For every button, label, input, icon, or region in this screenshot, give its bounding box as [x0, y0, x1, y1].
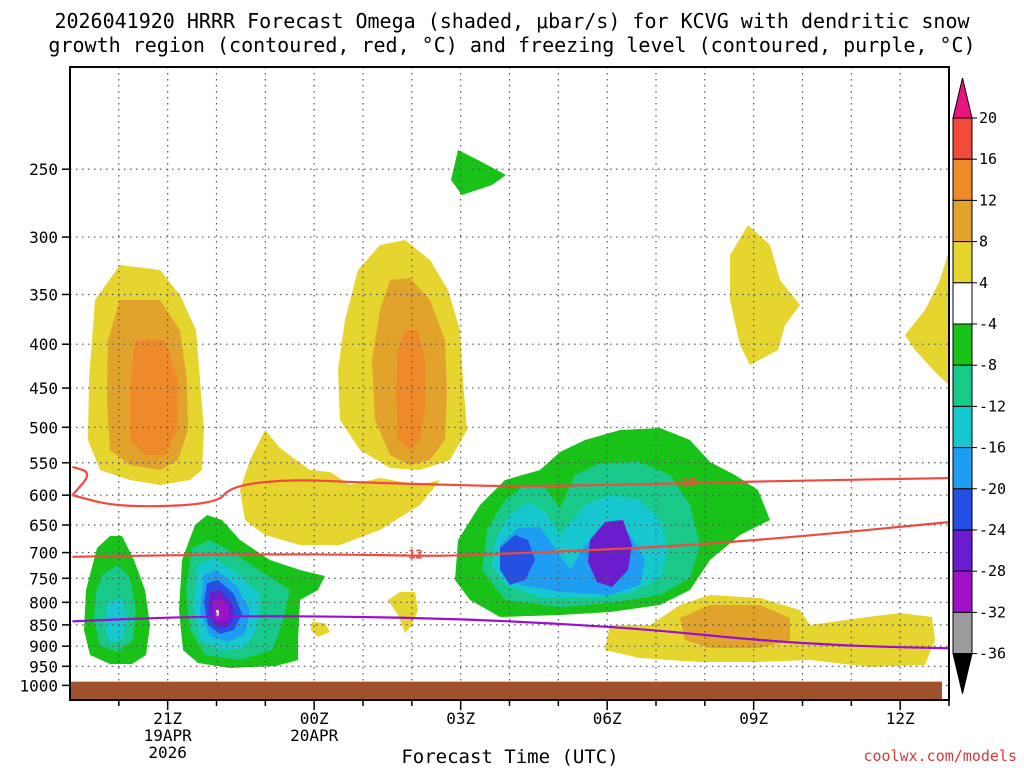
colorbar-label: -32	[979, 603, 1006, 621]
colorbar-bin	[952, 199, 973, 243]
omega-cell-upward-cell-2300z-850	[179, 515, 325, 668]
omega-cell-downward-low-0930z-900	[605, 595, 935, 667]
chart-title-line-2: growth region (contoured, red, °C) and f…	[48, 33, 975, 57]
x-axis-title: Forecast Time (UTC)	[401, 746, 618, 768]
omega-contour-fill	[500, 535, 535, 585]
omega-contour-fill	[240, 430, 440, 545]
colorbar-bin	[952, 447, 973, 490]
omega-core-marker	[216, 610, 219, 618]
y-tick-label-1000: 1000	[19, 676, 58, 695]
omega-contour-fill	[396, 330, 425, 450]
contour-freezing-level	[72, 615, 949, 650]
contour-dgz-top	[72, 476, 949, 508]
colorbar-label: -4	[979, 315, 997, 333]
colorbar-label: -28	[979, 562, 1006, 580]
y-axis: 250 300 350 400 450 500 550 600 650 700 750 800 850 9…	[19, 160, 70, 695]
y-tick-label-950: 950	[29, 657, 58, 676]
x-tick-label-30-0: 06Z	[593, 709, 622, 728]
contour-label-dgz-bottom: -12	[401, 548, 423, 562]
y-tick-label-300: 300	[29, 228, 58, 247]
colorbar-label: -12	[979, 397, 1006, 415]
y-tick-label-850: 850	[29, 616, 58, 635]
contour-dgz-bottom	[72, 521, 949, 558]
colorbar: 20 16 12 8 4 -4 -8 -12 -16 -20 -24 -28 -32 -36	[952, 77, 1006, 694]
omega-contour-fill	[680, 605, 790, 648]
x-tick-label-21-1: 19APR	[144, 726, 193, 745]
y-tick-label-900: 900	[29, 637, 58, 656]
y-tick-label-800: 800	[29, 593, 58, 612]
omega-contour-fill	[451, 150, 506, 195]
x-tick-label-36-0: 12Z	[886, 709, 915, 728]
x-tick-label-33-0: 09Z	[739, 709, 768, 728]
colorbar-label: 16	[979, 150, 997, 168]
omega-cell-upward-cell-0500z-730	[455, 428, 770, 617]
site-credit[interactable]: coolwx.com/models	[863, 747, 1017, 765]
colorbar-bin	[952, 323, 973, 366]
omega-cell-downward-cell-0930z-380	[730, 225, 800, 365]
contour-dgz-top-west-lobe	[71, 465, 89, 496]
omega-cell-downward-cell-1300z-410	[905, 250, 949, 385]
x-tick-label-21-0: 21Z	[153, 709, 182, 728]
colorbar-label: -36	[979, 645, 1006, 663]
colorbar-label: -20	[979, 480, 1006, 498]
colorbar-bin	[952, 611, 973, 655]
chart-title-line-1: 2026041920 HRRR Forecast Omega (shaded, …	[54, 9, 970, 33]
y-tick-label-550: 550	[29, 454, 58, 473]
y-tick-label-700: 700	[29, 544, 58, 563]
temperature-contours: -18 -12	[71, 465, 949, 650]
omega-contour-fill	[730, 225, 800, 365]
omega-cell-upward-cell-2130z-850	[84, 536, 150, 664]
y-tick-label-350: 350	[29, 285, 58, 304]
colorbar-bin	[952, 241, 973, 284]
omega-contour-fill	[905, 250, 949, 385]
colorbar-label: 20	[979, 109, 997, 127]
y-tick-label-250: 250	[29, 160, 58, 179]
colorbar-bottom-arrow	[952, 653, 973, 694]
omega-cell-upward-small-0300z-270	[451, 150, 506, 195]
omega-cell-small	[388, 592, 418, 633]
colorbar-label: 12	[979, 191, 997, 209]
y-tick-label-600: 600	[29, 486, 58, 505]
colorbar-bin	[952, 529, 973, 572]
colorbar-bin	[952, 117, 973, 160]
colorbar-label: 8	[979, 233, 988, 251]
x-tick-label-24-0: 00Z	[300, 709, 329, 728]
omega-contour-fill	[588, 520, 632, 587]
colorbar-bin	[952, 570, 973, 613]
colorbar-label: -16	[979, 439, 1006, 457]
y-tick-label-750: 750	[29, 569, 58, 588]
colorbar-label: -8	[979, 356, 997, 374]
colorbar-bin	[952, 405, 973, 449]
ground-band	[70, 681, 942, 700]
omega-shading	[84, 150, 949, 668]
y-tick-label-650: 650	[29, 516, 58, 535]
colorbar-top-arrow	[952, 77, 973, 119]
omega-cell-downward-cell-0000z-620	[240, 430, 440, 545]
colorbar-bin	[952, 282, 973, 325]
omega-cell-small	[311, 622, 330, 637]
x-tick-label-21-2: 2026	[148, 743, 187, 762]
colorbar-label: -24	[979, 521, 1006, 539]
colorbar-bin	[952, 488, 973, 531]
contour-label-dgz-top: -18	[674, 476, 696, 490]
colorbar-bin	[952, 158, 973, 201]
colorbar-label: 4	[979, 274, 988, 292]
x-tick-label-27-0: 03Z	[446, 709, 475, 728]
y-tick-label-400: 400	[29, 335, 58, 354]
x-tick-label-24-1: 20APR	[290, 726, 339, 745]
colorbar-bin	[952, 364, 973, 407]
y-tick-label-500: 500	[29, 418, 58, 437]
y-tick-label-450: 450	[29, 379, 58, 398]
omega-cell-downward-cell-0300z-450	[338, 240, 467, 470]
omega-contour-fill	[130, 340, 178, 455]
